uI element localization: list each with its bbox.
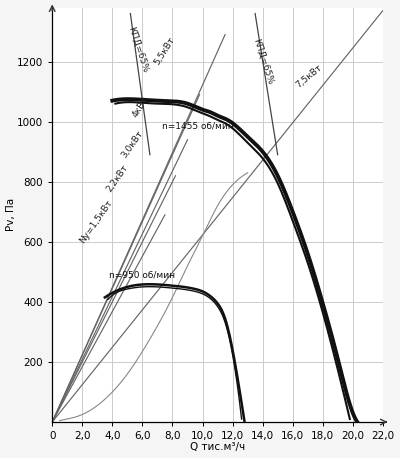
Text: 3,0кВт: 3,0кВт bbox=[120, 128, 145, 159]
Text: 2,2кВт: 2,2кВт bbox=[105, 163, 130, 194]
Text: КПД=65%: КПД=65% bbox=[127, 26, 150, 74]
X-axis label: Q тис.м³/ч: Q тис.м³/ч bbox=[190, 442, 245, 453]
Text: 5,5кВт: 5,5кВт bbox=[153, 35, 177, 66]
Text: n=1455 об/мин: n=1455 об/мин bbox=[162, 122, 234, 131]
Text: Nу=1,5кВт: Nу=1,5кВт bbox=[78, 198, 114, 245]
Y-axis label: Pv, Па: Pv, Па bbox=[6, 198, 16, 231]
Text: 4кВт: 4кВт bbox=[130, 95, 150, 119]
Text: 7,5кВт: 7,5кВт bbox=[294, 63, 324, 90]
Text: КПД=65%: КПД=65% bbox=[251, 38, 275, 86]
Text: n=950 об/мин: n=950 об/мин bbox=[109, 270, 176, 279]
